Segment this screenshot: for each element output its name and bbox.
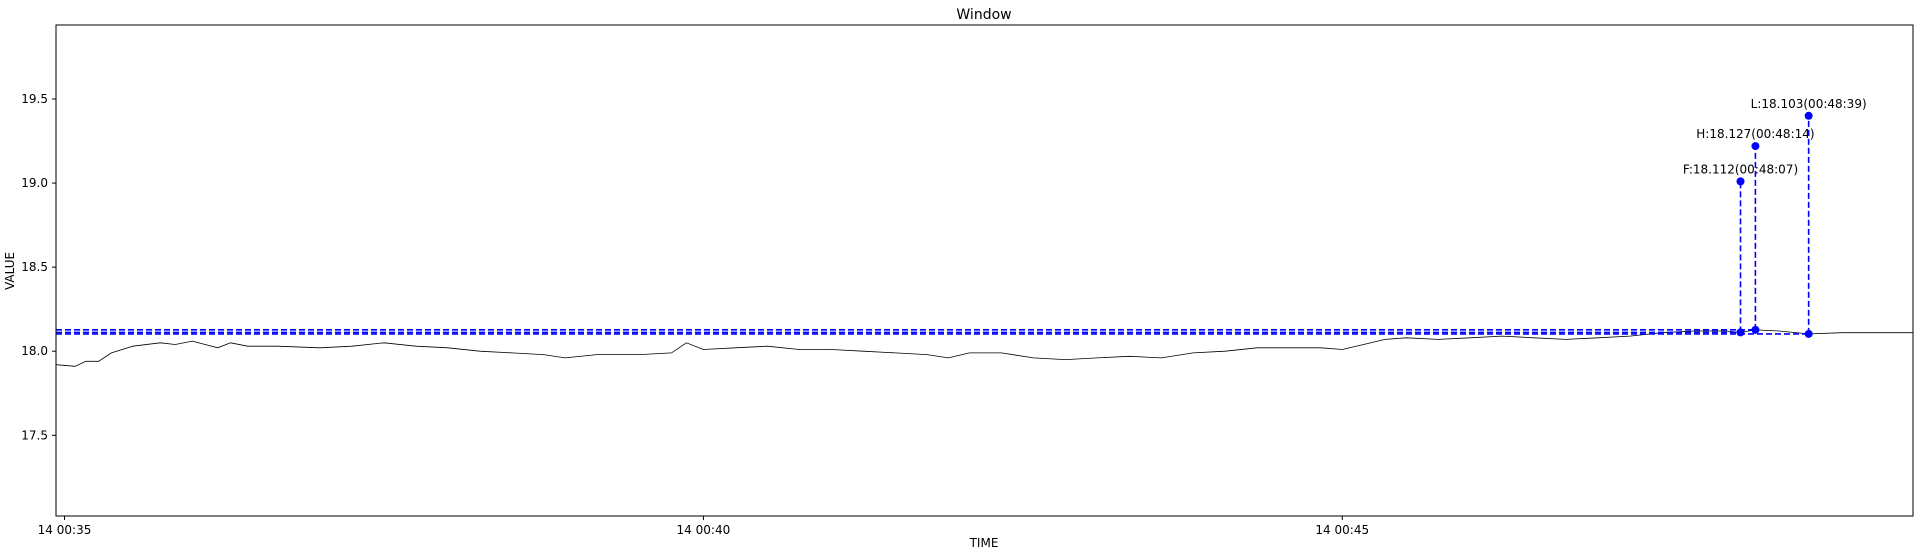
x-tick-label: 14 00:40	[677, 523, 731, 537]
marker-value-point	[1804, 329, 1813, 338]
plot-area: 17.5 18.0 18.5 19.0 19.5 14 00:35 14 00:40 14 0…	[21, 24, 1914, 537]
y-tick-label: 19.0	[21, 176, 48, 190]
x-tick-label: 14 00:45	[1315, 523, 1369, 537]
marker-peak-point	[1751, 142, 1760, 151]
marker-label: L:18.103(00:48:39)	[1751, 97, 1867, 111]
x-tick-label: 14 00:35	[38, 523, 92, 537]
y-tick-label: 18.5	[21, 260, 48, 274]
marker-label: H:18.127(00:48:14)	[1696, 127, 1814, 141]
y-tick-label: 19.5	[21, 92, 48, 106]
series-line	[55, 329, 1913, 367]
y-axis-label: VALUE	[3, 252, 17, 290]
axes-frame	[55, 24, 1914, 517]
y-tick-label: 17.5	[21, 428, 48, 442]
y-tick-label: 18.0	[21, 344, 48, 358]
x-axis-label: TIME	[969, 536, 999, 550]
chart-title: Window	[956, 7, 1011, 23]
marker-value-point	[1751, 325, 1760, 334]
marker-label: F:18.112(00:48:07)	[1683, 162, 1798, 176]
marker-peak-point	[1736, 177, 1745, 186]
marker-peak-point	[1804, 111, 1813, 120]
